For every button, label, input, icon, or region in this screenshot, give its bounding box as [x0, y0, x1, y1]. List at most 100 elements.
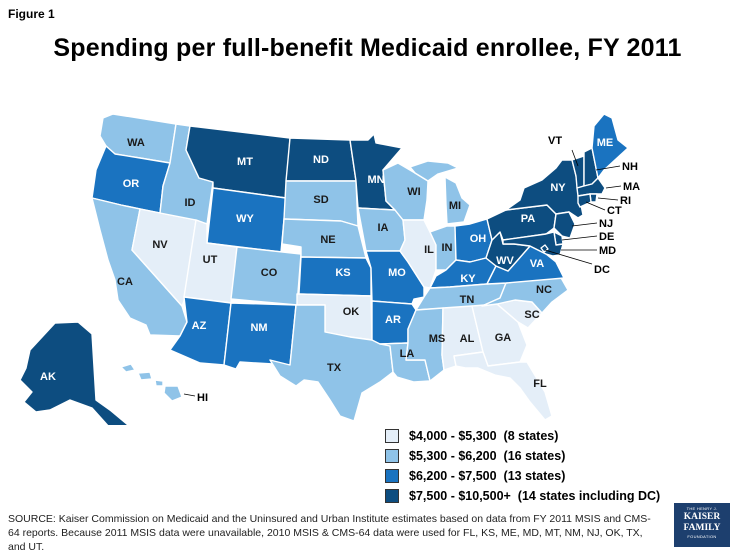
label-CA: CA	[117, 276, 133, 288]
label-IN: IN	[442, 242, 453, 254]
legend-count: (14 states including DC)	[517, 488, 661, 503]
legend-item: $4,000 - $5,300 (8 states)	[385, 426, 660, 445]
label-FL: FL	[533, 378, 547, 390]
label-ME: ME	[597, 137, 614, 149]
leader-DE	[561, 235, 598, 241]
label-NJ: NJ	[599, 218, 613, 230]
label-KY: KY	[460, 273, 476, 285]
logo-line2a: KAISER	[683, 512, 721, 522]
logo-line3: FOUNDATION	[687, 534, 717, 539]
label-OH: OH	[470, 233, 487, 245]
label-NH: NH	[622, 161, 638, 173]
label-IA: IA	[378, 222, 389, 234]
logo-line2b: FAMILY	[683, 523, 721, 533]
leader-RI	[597, 197, 619, 201]
label-AL: AL	[460, 333, 475, 345]
kff-logo: THE HENRY J. KAISER FAMILY FOUNDATION	[674, 503, 730, 547]
state-MD	[502, 231, 564, 257]
legend: $4,000 - $5,300 (8 states) $5,300 - $6,2…	[385, 426, 660, 506]
label-KS: KS	[335, 267, 350, 279]
label-MT: MT	[237, 156, 253, 168]
leader-CT	[585, 201, 606, 211]
state-CT	[577, 193, 592, 208]
label-TX: TX	[327, 362, 342, 374]
label-MN: MN	[367, 174, 384, 186]
leader-NJ	[571, 222, 598, 227]
label-AK: AK	[40, 371, 56, 383]
state-AK	[19, 321, 129, 425]
label-CT: CT	[607, 205, 622, 217]
label-GA: GA	[495, 332, 512, 344]
page-title: Spending per full-benefit Medicaid enrol…	[53, 34, 682, 62]
legend-count: (8 states)	[503, 428, 559, 443]
legend-swatch	[385, 448, 399, 463]
legend-count: (16 states)	[503, 448, 566, 463]
state-WI	[382, 162, 429, 221]
label-NM: NM	[250, 322, 267, 334]
legend-range: $6,200 - $7,500	[409, 468, 497, 483]
legend-item: $7,500 - $10,500+ (14 states including D…	[385, 486, 660, 505]
state-MI-upper	[409, 160, 459, 182]
legend-range: $4,000 - $5,300	[409, 428, 497, 443]
logo-line1: THE HENRY J.	[686, 506, 718, 511]
label-IL: IL	[424, 244, 434, 256]
label-RI: RI	[620, 195, 631, 207]
legend-item: $5,300 - $6,200 (16 states)	[385, 446, 660, 465]
label-VT: VT	[548, 135, 562, 147]
label-MA: MA	[623, 181, 640, 193]
state-FL	[453, 351, 553, 421]
label-MD: MD	[599, 245, 616, 257]
state-HI-3	[154, 379, 164, 387]
label-MI: MI	[449, 200, 461, 212]
label-HI: HI	[197, 392, 208, 404]
legend-swatch	[385, 488, 399, 503]
label-WA: WA	[127, 137, 145, 149]
figure-label: Figure 1	[8, 7, 55, 21]
label-VA: VA	[530, 258, 545, 270]
label-WI: WI	[407, 186, 420, 198]
state-NJ	[553, 211, 576, 239]
label-CO: CO	[261, 267, 278, 279]
legend-swatch	[385, 428, 399, 443]
label-DE: DE	[599, 231, 614, 243]
leader-DC	[544, 249, 593, 265]
state-ME	[591, 113, 629, 179]
label-TN: TN	[460, 294, 475, 306]
leader-MA	[605, 185, 622, 189]
label-SD: SD	[313, 194, 328, 206]
label-ID: ID	[185, 197, 196, 209]
legend-range: $5,300 - $6,200	[409, 448, 497, 463]
label-MS: MS	[429, 333, 446, 345]
label-NY: NY	[550, 182, 566, 194]
label-PA: PA	[521, 213, 536, 225]
state-NC	[481, 275, 569, 314]
source-note: SOURCE: Kaiser Commission on Medicaid an…	[8, 513, 651, 553]
label-AZ: AZ	[192, 320, 207, 332]
label-UT: UT	[203, 254, 218, 266]
us-choropleth-map: WA OR CA NV ID MT WY UT AZ CO NM ND SD N…	[19, 113, 640, 425]
label-OR: OR	[123, 178, 140, 190]
label-NC: NC	[536, 284, 552, 296]
label-NV: NV	[152, 239, 168, 251]
label-NE: NE	[320, 234, 335, 246]
state-HI-2	[137, 371, 153, 381]
label-LA: LA	[400, 348, 415, 360]
label-OK: OK	[343, 306, 360, 318]
state-NM	[223, 302, 297, 370]
legend-item: $6,200 - $7,500 (13 states)	[385, 466, 660, 485]
label-AR: AR	[385, 314, 401, 326]
legend-count: (13 states)	[503, 468, 566, 483]
state-HI-4	[163, 385, 183, 402]
label-MO: MO	[388, 267, 406, 279]
state-HI-1	[120, 363, 136, 373]
leader-VT	[571, 149, 579, 167]
label-WV: WV	[496, 255, 514, 267]
label-ND: ND	[313, 154, 329, 166]
legend-swatch	[385, 468, 399, 483]
label-WY: WY	[236, 213, 254, 225]
leader-NH	[595, 165, 621, 171]
state-MI	[444, 176, 471, 225]
legend-range: $7,500 - $10,500+	[409, 488, 511, 503]
label-DC: DC	[594, 264, 610, 276]
label-SC: SC	[524, 309, 539, 321]
